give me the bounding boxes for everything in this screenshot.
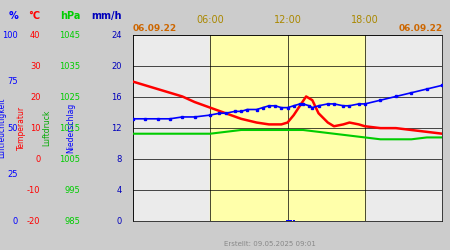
Text: 0: 0	[13, 217, 18, 226]
Text: 985: 985	[64, 217, 80, 226]
Text: Niederschlag: Niederschlag	[67, 103, 76, 153]
Text: 40: 40	[30, 30, 40, 40]
Bar	[296, 220, 298, 221]
Bar	[289, 220, 292, 221]
Text: 4: 4	[116, 186, 122, 195]
Bar	[292, 220, 295, 221]
Text: 06:00: 06:00	[196, 15, 224, 25]
Text: -10: -10	[27, 186, 40, 195]
Text: 25: 25	[8, 170, 18, 179]
Text: 16: 16	[111, 92, 122, 102]
Text: Luftdruck: Luftdruck	[43, 110, 52, 146]
Text: 100: 100	[2, 30, 18, 40]
Text: %: %	[8, 11, 18, 21]
Text: 20: 20	[30, 92, 40, 102]
Text: °C: °C	[28, 11, 40, 21]
Text: Erstellt: 09.05.2025 09:01: Erstellt: 09.05.2025 09:01	[224, 242, 316, 248]
Text: mm/h: mm/h	[91, 11, 122, 21]
Bar	[286, 220, 289, 221]
Text: 12: 12	[111, 124, 122, 132]
Text: 12:00: 12:00	[274, 15, 302, 25]
Text: Luftfeuchtigkeit: Luftfeuchtigkeit	[0, 98, 7, 158]
Text: 1035: 1035	[59, 62, 80, 70]
Text: 995: 995	[64, 186, 80, 195]
Text: 1025: 1025	[59, 92, 80, 102]
Text: 18:00: 18:00	[351, 15, 379, 25]
Text: 30: 30	[30, 62, 40, 70]
Text: 06.09.22: 06.09.22	[398, 24, 442, 33]
Text: hPa: hPa	[60, 11, 80, 21]
Text: 1015: 1015	[59, 124, 80, 132]
Text: 0: 0	[35, 155, 40, 164]
Text: 75: 75	[7, 77, 18, 86]
Text: 0: 0	[116, 217, 122, 226]
Text: -20: -20	[27, 217, 40, 226]
Text: 50: 50	[8, 124, 18, 132]
Text: 24: 24	[111, 30, 122, 40]
Bar	[210, 35, 365, 221]
Text: 20: 20	[111, 62, 122, 70]
Text: 1005: 1005	[59, 155, 80, 164]
Text: 8: 8	[116, 155, 122, 164]
Text: Temperatur: Temperatur	[17, 106, 26, 150]
Text: 1045: 1045	[59, 30, 80, 40]
Text: 10: 10	[30, 124, 40, 132]
Text: 06.09.22: 06.09.22	[133, 24, 177, 33]
